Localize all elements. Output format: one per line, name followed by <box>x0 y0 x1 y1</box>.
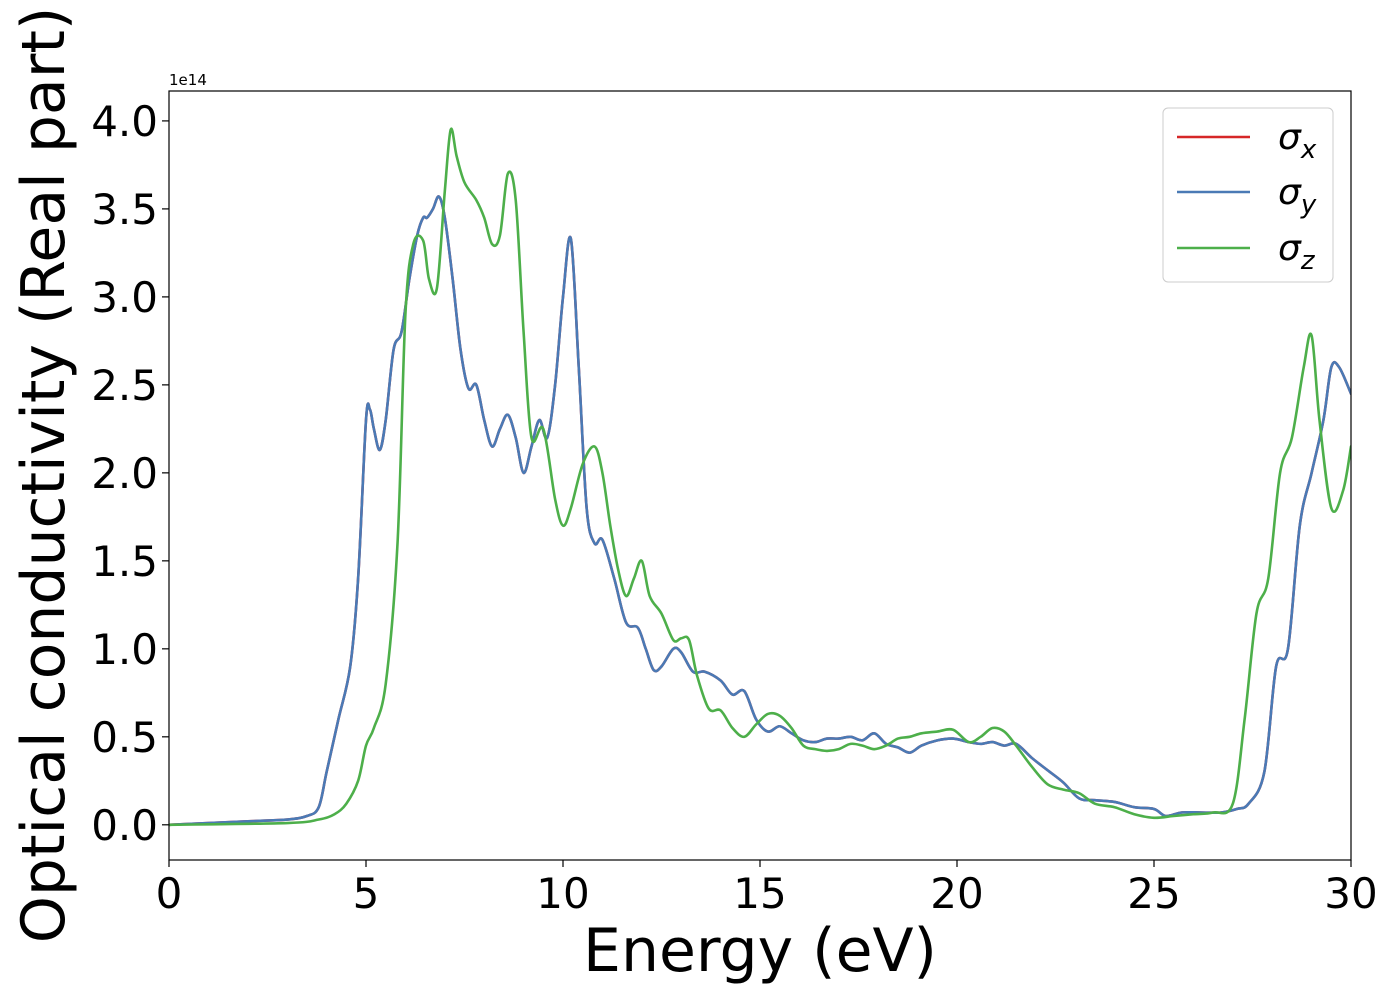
x-tick-label: 10 <box>536 869 589 918</box>
y-axis-ticks: 0.0 0.5 1.0 1.5 2.0 2.5 3.0 3.5 4.0 <box>91 97 169 850</box>
x-tick-label: 15 <box>733 869 786 918</box>
y-axis-label: Optical conductivity (Real part) <box>9 7 79 944</box>
x-axis-label: Energy (eV) <box>583 916 937 986</box>
y-tick-label: 3.5 <box>91 185 158 234</box>
y-tick-label: 0.0 <box>91 801 158 850</box>
x-tick-label: 0 <box>156 869 183 918</box>
series-line-z <box>169 127 1351 827</box>
x-tick-label: 20 <box>930 869 983 918</box>
legend-label-x: σx <box>1278 117 1317 165</box>
y-tick-label: 4.0 <box>91 97 158 146</box>
x-tick-label: 5 <box>353 869 380 918</box>
legend-label-subscript: y <box>1300 190 1317 220</box>
legend-label-y: σy <box>1278 172 1317 220</box>
series-group <box>169 127 1351 827</box>
legend-box <box>1162 107 1334 283</box>
y-tick-label: 1.0 <box>91 625 158 674</box>
y-offset-label: 1e14 <box>169 71 207 89</box>
legend-label-symbol: σ <box>1278 228 1302 269</box>
legend-label-subscript: z <box>1300 246 1316 276</box>
y-tick-label: 2.5 <box>91 361 158 410</box>
series-line-y <box>169 195 1351 827</box>
y-tick-label: 3.0 <box>91 273 158 322</box>
y-tick-label: 1.5 <box>91 537 158 586</box>
y-tick-label: 0.5 <box>91 713 158 762</box>
legend-label-subscript: x <box>1300 135 1317 165</box>
x-tick-label: 25 <box>1127 869 1180 918</box>
y-tick-label: 2.0 <box>91 449 158 498</box>
legend-label-z: σz <box>1278 228 1316 276</box>
x-tick-label: 30 <box>1324 869 1377 918</box>
legend-label-symbol: σ <box>1278 172 1302 213</box>
legend-label-symbol: σ <box>1278 117 1302 158</box>
x-axis-ticks: 0 5 10 15 20 25 30 <box>156 860 1378 918</box>
